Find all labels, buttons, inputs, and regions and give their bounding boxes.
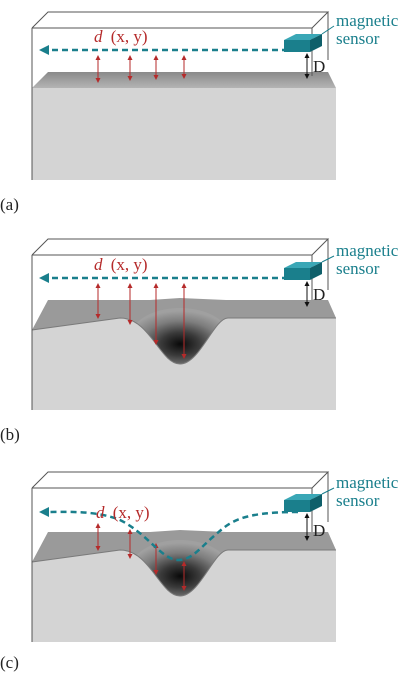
distance-d-label: D [313,57,325,76]
distance-arrows [95,55,187,83]
box-outline [31,471,330,522]
function-symbol: d [96,503,105,522]
panel-a: D magnetic sensor d (x, y) (a) [0,11,399,214]
distance-arrows [95,523,187,591]
function-symbol: d [94,255,103,274]
sensor-label-line2: sensor [336,29,380,48]
surface-edge [31,549,336,597]
panel-label: (a) [0,195,19,214]
panel-c: D magnetic sensor d (x, y) (c) [0,471,399,672]
function-args: (x, y) [113,503,150,522]
distance-d-label: D [313,285,325,304]
sensor-label-line1: magnetic [336,11,399,30]
distance-d-label: D [313,521,325,540]
surface-front [32,318,336,410]
sensor-leader-line [321,255,335,263]
magnetic-sensor-icon [284,34,322,52]
distance-function-label: d (x, y) [94,27,148,46]
magnetic-sensor-icon [284,494,322,512]
box-outline [31,11,330,60]
surface-top [32,72,336,88]
surface-front [32,550,336,642]
function-symbol: d [94,27,103,46]
sensor-label-line2: sensor [336,491,380,510]
sensor-label-line1: magnetic [336,241,399,260]
distance-function-label: d (x, y) [96,503,150,522]
surface-front [32,88,336,180]
sensor-label-line2: sensor [336,259,380,278]
distance-arrows [95,283,187,359]
panel-label: (c) [0,653,19,672]
function-args: (x, y) [111,255,148,274]
sensor-path [39,506,299,562]
sensor-leader-line [321,25,335,35]
distance-function-label: d (x, y) [94,255,148,274]
panel-label: (b) [0,425,20,444]
sensor-label-line1: magnetic [336,473,399,492]
box-outline [31,238,330,290]
sensor-leader-line [321,487,335,495]
function-args: (x, y) [111,27,148,46]
panel-b: D magnetic sensor d (x, y) (b) [0,238,399,444]
magnetic-sensor-icon [284,262,322,280]
surface-edge [31,317,336,365]
